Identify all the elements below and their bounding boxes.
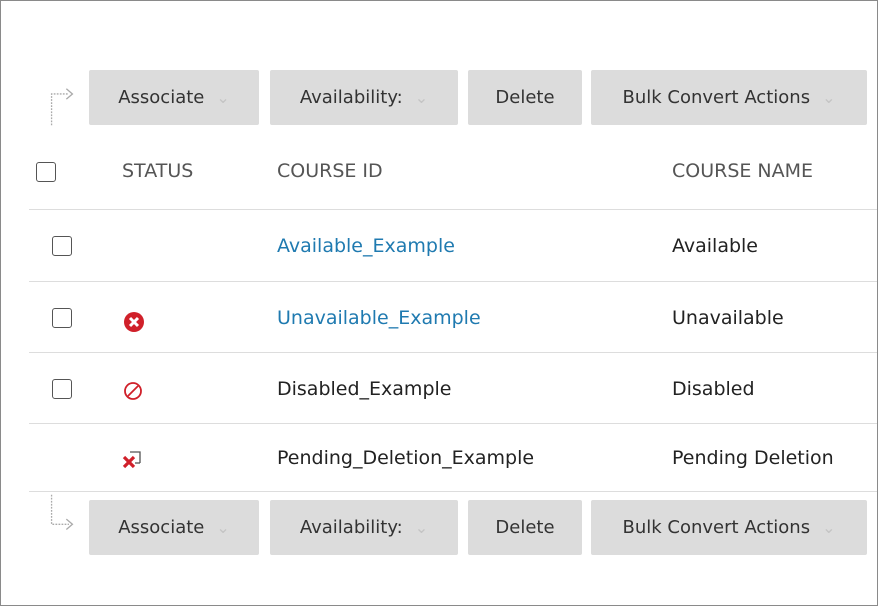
bottom-toolbar: Associate ⌄ Availability: ⌄ Delete Bulk Co… bbox=[1, 500, 877, 556]
row-checkbox[interactable] bbox=[52, 308, 72, 328]
chevron-down-icon: ⌄ bbox=[414, 87, 429, 107]
availability-button[interactable]: Availability: ⌄ bbox=[270, 70, 458, 125]
select-all-checkbox[interactable] bbox=[36, 162, 56, 182]
table-bottom-divider bbox=[29, 491, 877, 492]
chevron-down-icon: ⌄ bbox=[216, 87, 230, 107]
associate-button[interactable]: Associate ⌄ bbox=[89, 500, 259, 555]
table-row: Available_Example Available bbox=[29, 209, 877, 282]
table-row: Unavailable_Example Unavailable bbox=[29, 281, 877, 353]
associate-button[interactable]: Associate ⌄ bbox=[89, 70, 259, 125]
chevron-down-icon: ⌄ bbox=[822, 87, 836, 107]
course-name: Disabled bbox=[672, 377, 755, 400]
table-row: Pending_Deletion_Example Pending Deletio… bbox=[29, 423, 877, 492]
disabled-icon bbox=[124, 381, 142, 400]
associate-label: Associate bbox=[118, 517, 205, 538]
course-name: Pending Deletion bbox=[672, 447, 834, 469]
pending-deletion-icon bbox=[122, 451, 141, 469]
course-name: Unavailable bbox=[672, 306, 784, 329]
bulk-convert-label: Bulk Convert Actions bbox=[622, 517, 811, 538]
bulk-convert-button[interactable]: Bulk Convert Actions ⌄ bbox=[591, 70, 867, 125]
top-toolbar: Associate ⌄ Availability: ⌄ Delete Bulk Co… bbox=[1, 70, 877, 126]
chevron-down-icon: ⌄ bbox=[414, 517, 429, 537]
delete-button[interactable]: Delete bbox=[468, 70, 582, 125]
course-id-header[interactable]: COURSE ID bbox=[277, 160, 383, 182]
bulk-action-arrow-icon bbox=[50, 494, 74, 531]
availability-label: Availability: bbox=[299, 87, 403, 108]
delete-label: Delete bbox=[495, 87, 555, 108]
availability-button[interactable]: Availability: ⌄ bbox=[270, 500, 458, 555]
chevron-down-icon: ⌄ bbox=[822, 517, 836, 537]
course-name: Available bbox=[672, 235, 759, 257]
row-checkbox[interactable] bbox=[52, 379, 72, 399]
course-id-link[interactable]: Unavailable_Example bbox=[277, 306, 481, 329]
table-header: STATUS COURSE ID COURSE NAME bbox=[1, 151, 877, 191]
delete-button[interactable]: Delete bbox=[468, 500, 582, 555]
status-header[interactable]: STATUS bbox=[122, 160, 194, 182]
bulk-convert-button[interactable]: Bulk Convert Actions ⌄ bbox=[591, 500, 867, 555]
course-id: Pending_Deletion_Example bbox=[277, 447, 535, 469]
availability-label: Availability: bbox=[299, 517, 403, 538]
bulk-convert-label: Bulk Convert Actions bbox=[622, 87, 811, 108]
row-checkbox[interactable] bbox=[52, 236, 72, 256]
unavailable-icon bbox=[124, 311, 144, 332]
bulk-action-arrow-icon bbox=[50, 88, 74, 126]
chevron-down-icon: ⌄ bbox=[216, 517, 230, 537]
course-name-header[interactable]: COURSE NAME bbox=[672, 160, 814, 182]
course-id: Disabled_Example bbox=[277, 377, 452, 400]
table-row: Disabled_Example Disabled bbox=[29, 352, 877, 424]
delete-label: Delete bbox=[495, 517, 555, 538]
associate-label: Associate bbox=[118, 87, 205, 108]
course-id-link[interactable]: Available_Example bbox=[277, 235, 455, 257]
